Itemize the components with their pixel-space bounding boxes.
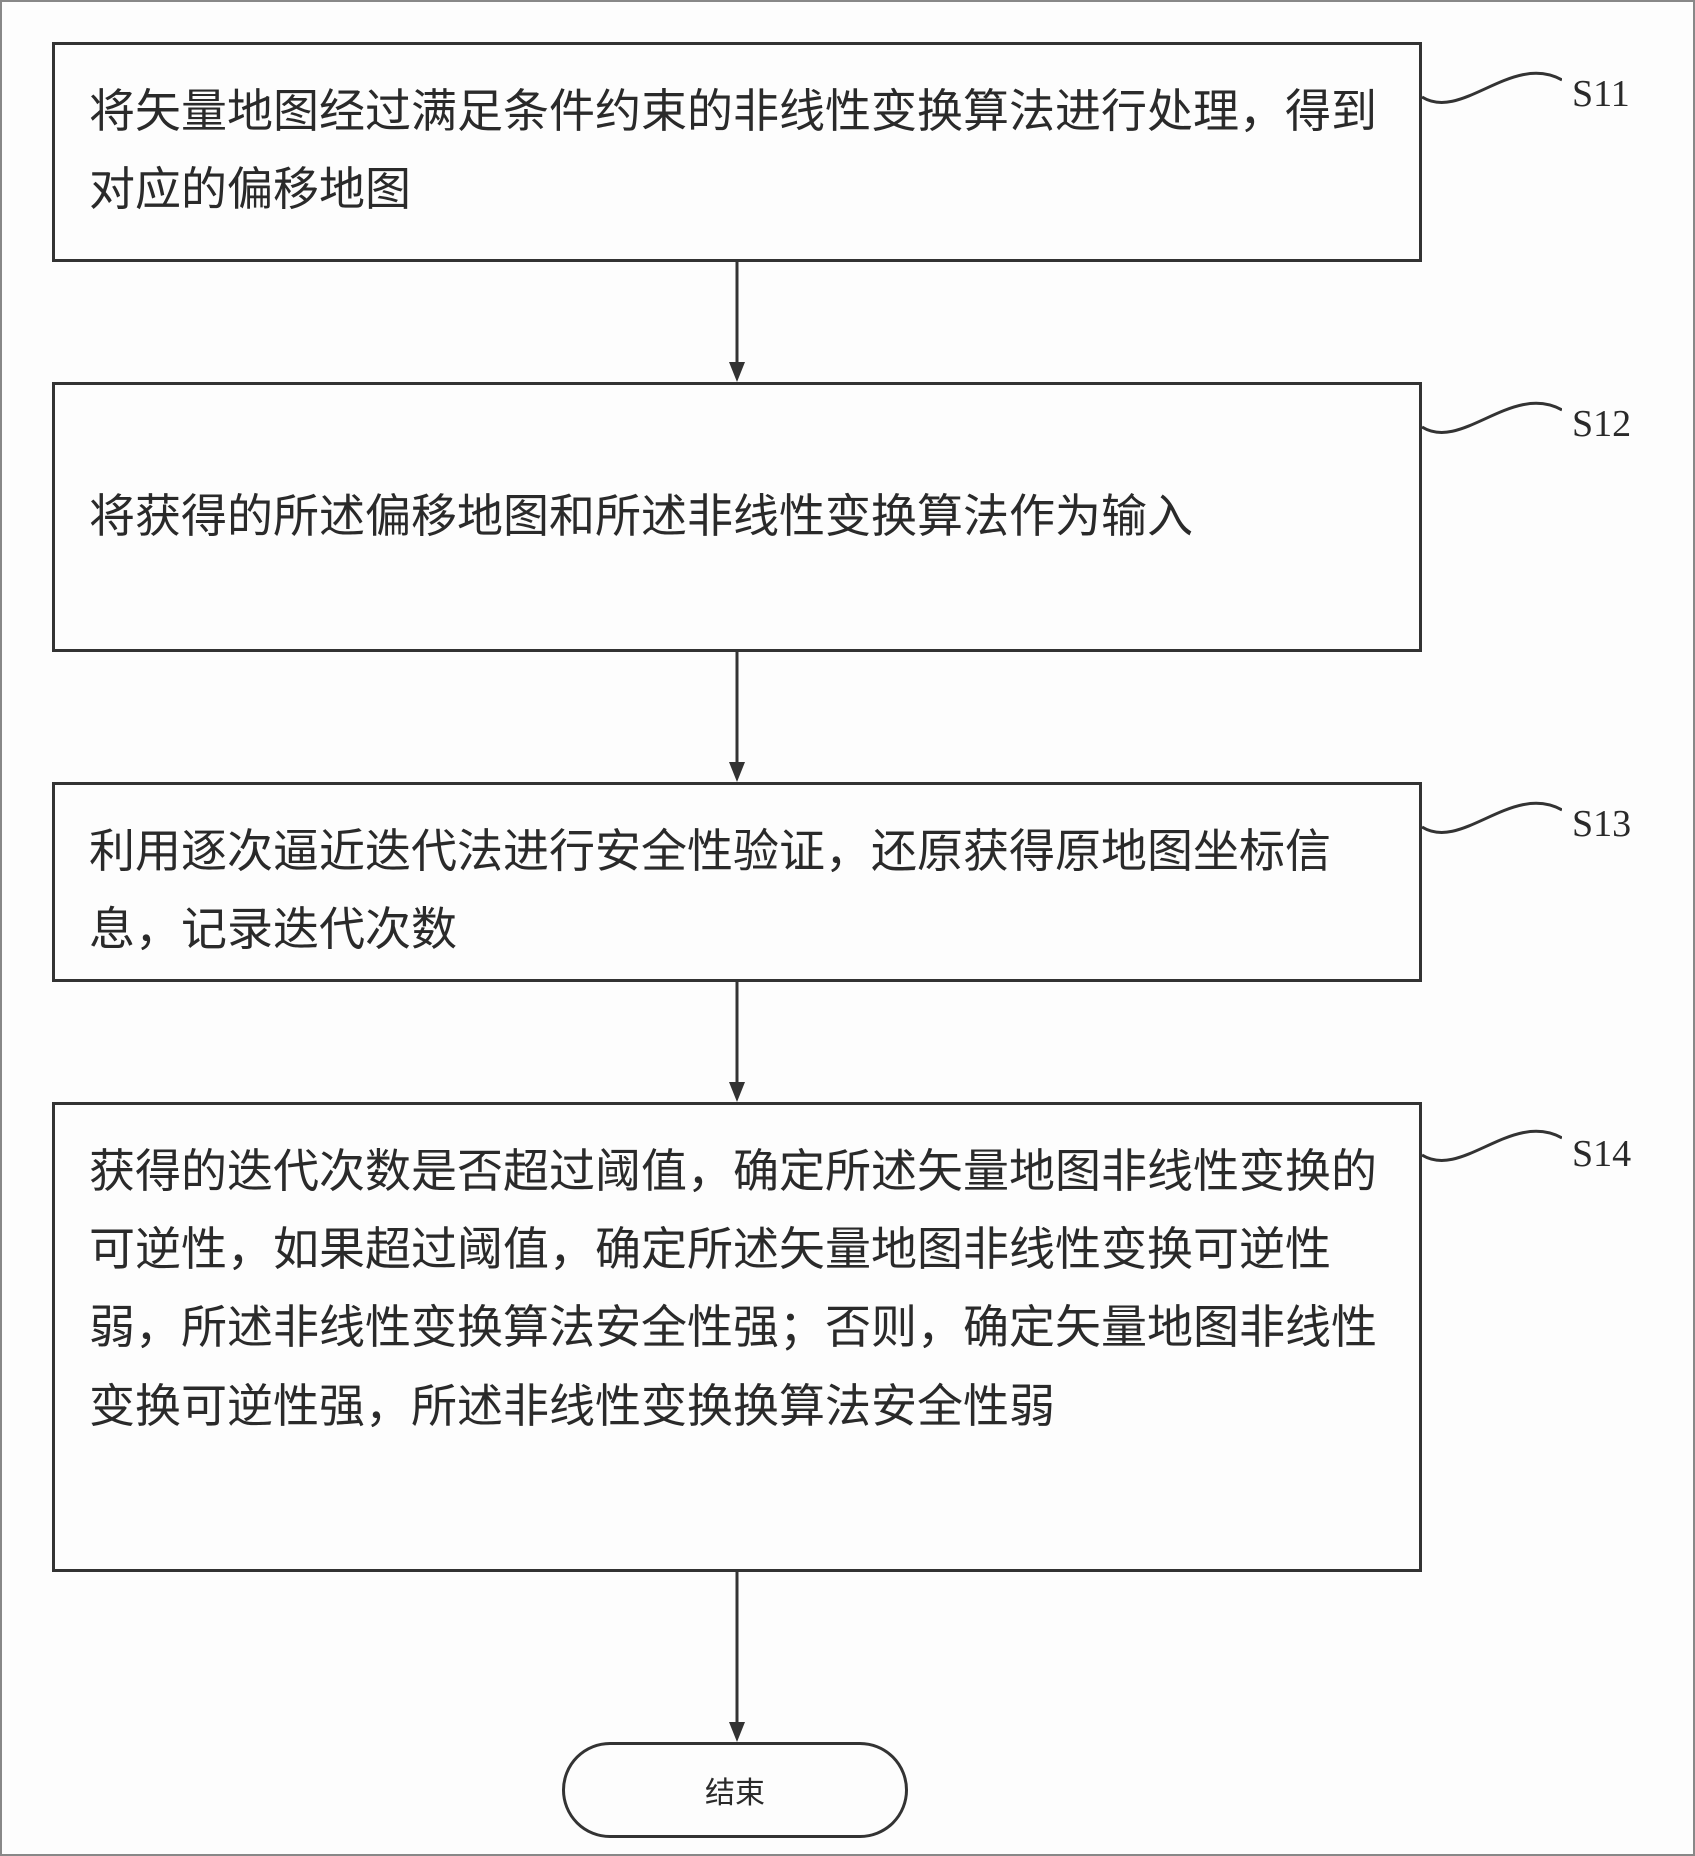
label-curve-s11 <box>1422 62 1562 132</box>
label-curve-s13 <box>1422 792 1562 862</box>
process-s12: 将获得的所述偏移地图和所述非线性变换算法作为输入 <box>52 382 1422 652</box>
label-curve-s14 <box>1422 1120 1562 1190</box>
process-s11: 将矢量地图经过满足条件约束的非线性变换算法进行处理，得到对应的偏移地图 <box>52 42 1422 262</box>
arrow-s12-s13 <box>727 652 747 782</box>
process-s14: 获得的迭代次数是否超过阈值，确定所述矢量地图非线性变换的可逆性，如果超过阈值，确… <box>52 1102 1422 1572</box>
process-s13-text: 利用逐次逼近迭代法进行安全性验证，还原获得原地图坐标信息，记录迭代次数 <box>89 826 1331 955</box>
step-label-s11: S11 <box>1572 72 1630 116</box>
step-label-s14: S14 <box>1572 1132 1631 1176</box>
label-curve-s12 <box>1422 392 1562 462</box>
process-s11-text: 将矢量地图经过满足条件约束的非线性变换算法进行处理，得到对应的偏移地图 <box>89 86 1377 215</box>
process-s13: 利用逐次逼近迭代法进行安全性验证，还原获得原地图坐标信息，记录迭代次数 <box>52 782 1422 982</box>
flowchart-canvas: 将矢量地图经过满足条件约束的非线性变换算法进行处理，得到对应的偏移地图 S11 … <box>0 0 1695 1856</box>
process-s14-text: 获得的迭代次数是否超过阈值，确定所述矢量地图非线性变换的可逆性，如果超过阈值，确… <box>89 1146 1377 1432</box>
arrow-s11-s12 <box>727 262 747 382</box>
terminator-end: 结束 <box>562 1742 908 1838</box>
terminator-end-text: 结束 <box>705 1768 765 1812</box>
arrow-s14-end <box>727 1572 747 1742</box>
step-label-s12: S12 <box>1572 402 1631 446</box>
arrow-s13-s14 <box>727 982 747 1102</box>
process-s12-text: 将获得的所述偏移地图和所述非线性变换算法作为输入 <box>89 478 1193 556</box>
step-label-s13: S13 <box>1572 802 1631 846</box>
